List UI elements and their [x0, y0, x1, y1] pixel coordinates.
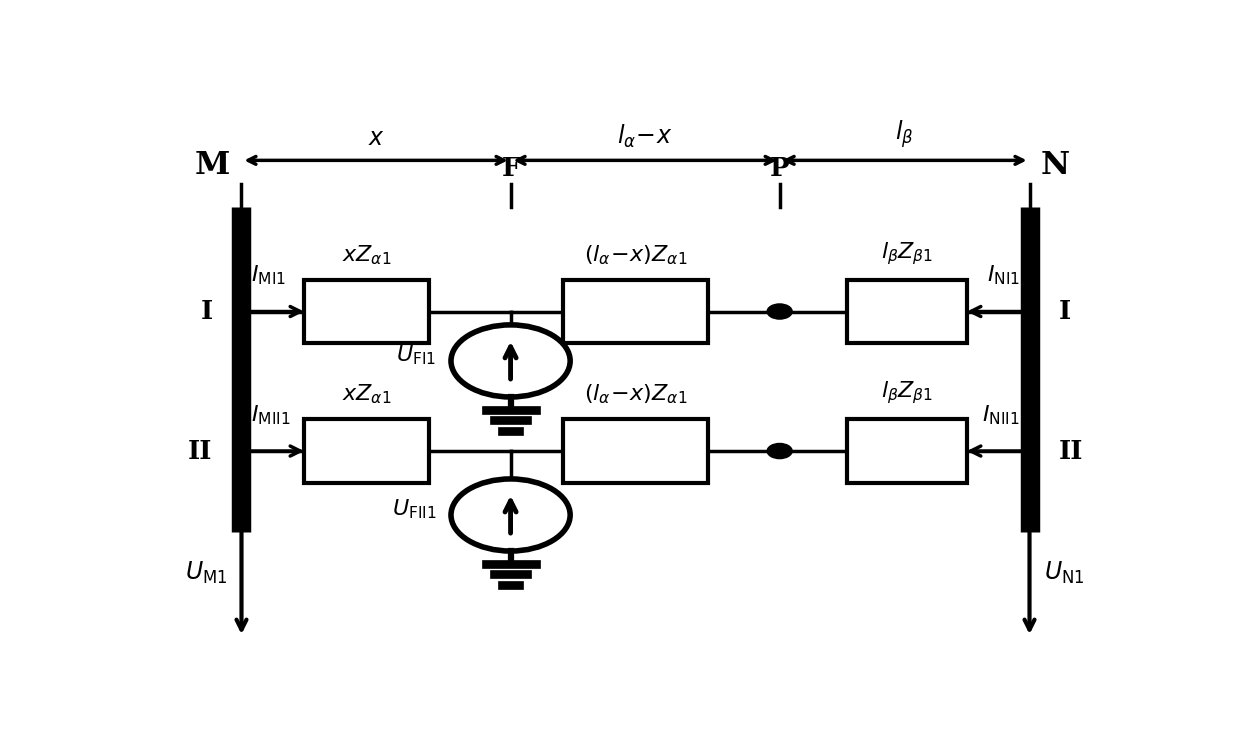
Bar [847, 419, 967, 483]
Bar [563, 419, 708, 483]
Text: $l_{\alpha}\!-\!x$: $l_{\alpha}\!-\!x$ [618, 123, 673, 150]
Text: P: P [770, 156, 790, 180]
Bar [847, 279, 967, 344]
Circle shape [451, 479, 570, 551]
Text: $l_{\beta}Z_{\beta 1}$: $l_{\beta}Z_{\beta 1}$ [880, 380, 934, 406]
Text: $U_{\rm M1}$: $U_{\rm M1}$ [185, 560, 227, 586]
Text: $x$: $x$ [367, 127, 384, 150]
Text: $U_{\rm FI1}$: $U_{\rm FI1}$ [397, 344, 436, 367]
Text: $xZ_{\alpha 1}$: $xZ_{\alpha 1}$ [341, 243, 392, 267]
Text: $xZ_{\alpha 1}$: $xZ_{\alpha 1}$ [341, 383, 392, 406]
Text: F: F [501, 156, 520, 180]
Circle shape [768, 443, 792, 458]
Text: $I_{\rm MII1}$: $I_{\rm MII1}$ [250, 403, 290, 427]
Bar [563, 279, 708, 344]
Text: $U_{\rm FII1}$: $U_{\rm FII1}$ [392, 498, 436, 521]
Text: M: M [195, 149, 229, 180]
Bar [304, 419, 429, 483]
Text: I: I [201, 299, 213, 324]
Text: $U_{\rm N1}$: $U_{\rm N1}$ [1044, 560, 1085, 586]
Text: $I_{\rm NI1}$: $I_{\rm NI1}$ [987, 263, 1019, 287]
Bar [304, 279, 429, 344]
Text: $(l_{\alpha}\!-\!x)Z_{\alpha 1}$: $(l_{\alpha}\!-\!x)Z_{\alpha 1}$ [584, 383, 687, 406]
Circle shape [451, 325, 570, 397]
Text: II: II [188, 439, 213, 464]
Text: $l_{\beta}$: $l_{\beta}$ [895, 119, 914, 150]
Text: II: II [1059, 439, 1083, 464]
Text: $I_{\rm NII1}$: $I_{\rm NII1}$ [982, 403, 1019, 427]
Text: $(l_{\alpha}\!-\!x)Z_{\alpha 1}$: $(l_{\alpha}\!-\!x)Z_{\alpha 1}$ [584, 243, 687, 267]
Text: N: N [1042, 149, 1070, 180]
Text: $l_{\beta}Z_{\beta 1}$: $l_{\beta}Z_{\beta 1}$ [880, 240, 934, 267]
Circle shape [768, 304, 792, 319]
Text: I: I [1059, 299, 1070, 324]
Text: $I_{\rm MI1}$: $I_{\rm MI1}$ [250, 263, 286, 287]
